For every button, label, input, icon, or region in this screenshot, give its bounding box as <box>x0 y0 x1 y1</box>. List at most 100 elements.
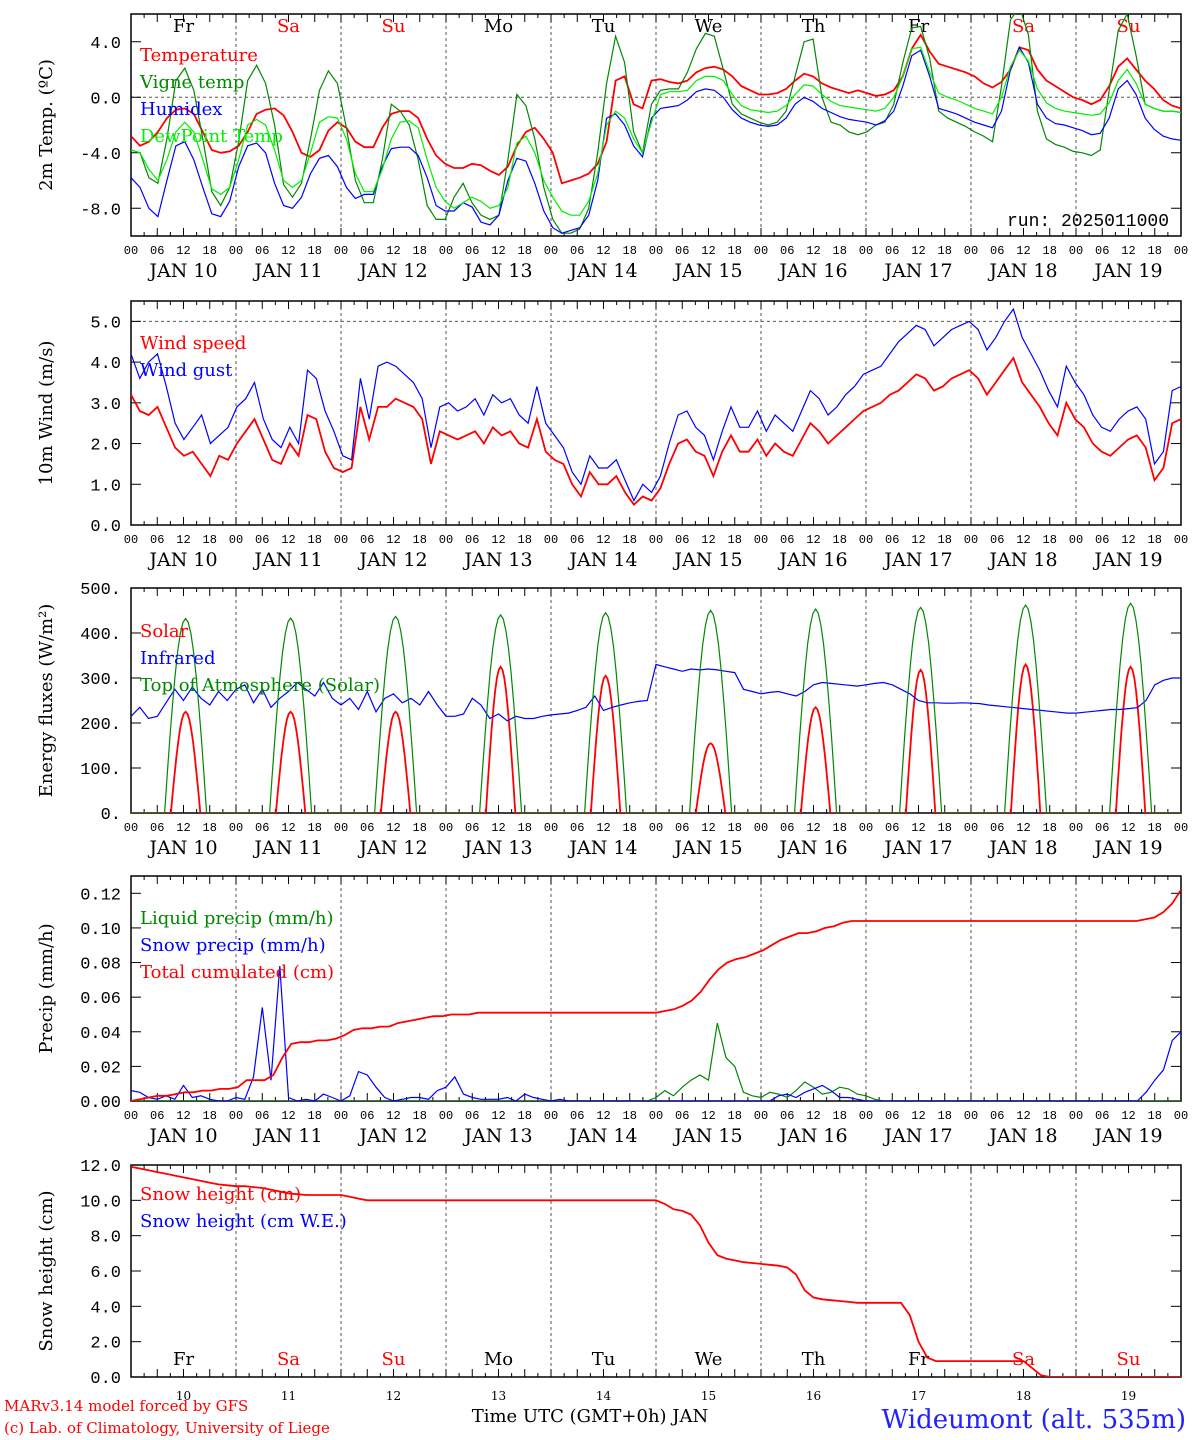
hour-tick-label: 12 <box>701 533 715 547</box>
hour-tick-label: 18 <box>308 1109 322 1123</box>
date-label: JAN 19 <box>1092 1125 1162 1147</box>
day-number-label: 18 <box>1016 1389 1031 1403</box>
day-number-label: 14 <box>596 1389 612 1403</box>
legend-entry: Solar <box>140 621 189 642</box>
date-label: JAN 14 <box>567 1125 637 1147</box>
hour-tick-label: 00 <box>334 244 348 258</box>
series-line <box>131 45 1181 234</box>
hour-tick-label: 18 <box>203 244 217 258</box>
hour-tick-label: 12 <box>596 244 610 258</box>
hour-tick-label: 18 <box>413 533 427 547</box>
hour-tick-label: 18 <box>413 821 427 835</box>
hour-tick-label: 18 <box>833 1109 847 1123</box>
date-label: JAN 16 <box>777 1125 847 1147</box>
hour-tick-label: 00 <box>544 244 558 258</box>
series-line <box>131 356 1181 506</box>
weekday-label: Sa <box>277 16 300 37</box>
hour-tick-label: 12 <box>386 1109 400 1123</box>
hour-tick-label: 18 <box>938 244 952 258</box>
legend-entry: Infrared <box>140 648 215 669</box>
y-tick-label: 0.0 <box>90 518 121 537</box>
hour-tick-label: 12 <box>596 1109 610 1123</box>
weekday-label: Mo <box>484 1349 513 1370</box>
legend-entry: Top of Atmosphere (Solar) <box>140 675 380 696</box>
hour-tick-label: 12 <box>911 1109 925 1123</box>
y-tick-label: 4.0 <box>90 355 121 374</box>
hour-tick-label: 00 <box>124 1109 138 1123</box>
date-label: JAN 19 <box>1092 837 1162 859</box>
hour-tick-label: 06 <box>360 244 374 258</box>
hour-tick-label: 06 <box>465 244 479 258</box>
hour-tick-label: 18 <box>623 244 637 258</box>
legend-entry: Total cumulated (cm) <box>140 962 334 983</box>
hour-tick-label: 12 <box>1121 1109 1135 1123</box>
hour-tick-label: 18 <box>1043 1109 1057 1123</box>
hour-tick-label: 00 <box>964 821 978 835</box>
hour-tick-label: 12 <box>1121 533 1135 547</box>
day-number-label: 10 <box>176 1389 191 1403</box>
hour-tick-label: 00 <box>544 821 558 835</box>
y-tick-label: 3.0 <box>90 396 121 415</box>
hour-tick-label: 00 <box>334 1109 348 1123</box>
hour-tick-label: 12 <box>701 1109 715 1123</box>
date-label: JAN 11 <box>252 549 322 571</box>
hour-tick-label: 00 <box>1174 821 1188 835</box>
hour-tick-label: 00 <box>649 244 663 258</box>
hour-tick-label: 00 <box>649 1109 663 1123</box>
hour-tick-label: 00 <box>649 821 663 835</box>
day-number-label: 13 <box>491 1389 506 1403</box>
legend-entry: Wind gust <box>140 360 233 381</box>
weekday-label: Su <box>1117 1349 1141 1370</box>
hour-tick-label: 00 <box>964 1109 978 1123</box>
hour-tick-label: 00 <box>1069 1109 1083 1123</box>
y-tick-label: 10.0 <box>80 1193 121 1212</box>
date-label: JAN 13 <box>462 260 532 282</box>
hour-tick-label: 06 <box>990 533 1004 547</box>
hour-tick-label: 06 <box>990 244 1004 258</box>
date-label: JAN 10 <box>147 1125 217 1147</box>
hour-tick-label: 18 <box>518 244 532 258</box>
hour-tick-label: 00 <box>754 244 768 258</box>
hour-tick-label: 06 <box>675 244 689 258</box>
hour-tick-label: 18 <box>728 1109 742 1123</box>
hour-tick-label: 18 <box>308 821 322 835</box>
hour-tick-label: 18 <box>1043 244 1057 258</box>
y-tick-label: 500. <box>80 581 121 600</box>
hour-tick-label: 12 <box>911 244 925 258</box>
hour-tick-label: 12 <box>491 244 505 258</box>
hour-tick-label: 12 <box>386 244 400 258</box>
credit-line-1: MARv3.14 model forced by GFS <box>4 1397 248 1415</box>
hour-tick-label: 00 <box>1174 533 1188 547</box>
hour-tick-label: 06 <box>570 1109 584 1123</box>
date-label: JAN 11 <box>252 1125 322 1147</box>
series-line <box>131 33 1181 185</box>
hour-tick-label: 06 <box>150 821 164 835</box>
y-axis-label: Energy fluxes (W/m²) <box>36 604 57 798</box>
hour-tick-label: 12 <box>1016 821 1030 835</box>
series-line <box>131 965 1181 1101</box>
hour-tick-label: 18 <box>518 533 532 547</box>
y-tick-label: -8.0 <box>80 201 121 220</box>
hour-tick-label: 12 <box>596 533 610 547</box>
run-label: run: 2025011000 <box>1007 212 1169 232</box>
y-axis-label: 10m Wind (m/s) <box>36 341 57 486</box>
y-tick-label: 0.04 <box>80 1025 121 1044</box>
y-tick-label: 2.0 <box>90 1335 121 1354</box>
hour-tick-label: 06 <box>885 533 899 547</box>
hour-tick-label: 12 <box>1016 533 1030 547</box>
day-number-label: 12 <box>386 1389 401 1403</box>
hour-tick-label: 00 <box>964 533 978 547</box>
y-tick-label: 200. <box>80 716 121 735</box>
y-tick-label: 0.12 <box>80 886 121 905</box>
hour-tick-label: 12 <box>806 533 820 547</box>
weekday-label: Th <box>802 1349 826 1370</box>
hour-tick-label: 00 <box>1174 1109 1188 1123</box>
date-label: JAN 11 <box>252 260 322 282</box>
hour-tick-label: 06 <box>1095 821 1109 835</box>
date-label: JAN 12 <box>357 1125 427 1147</box>
date-label: JAN 12 <box>357 260 427 282</box>
hour-tick-label: 18 <box>1148 1109 1162 1123</box>
series-line <box>131 662 1181 813</box>
station-label: Wideumont (alt. 535m) <box>882 1405 1186 1435</box>
hour-tick-label: 12 <box>806 1109 820 1123</box>
